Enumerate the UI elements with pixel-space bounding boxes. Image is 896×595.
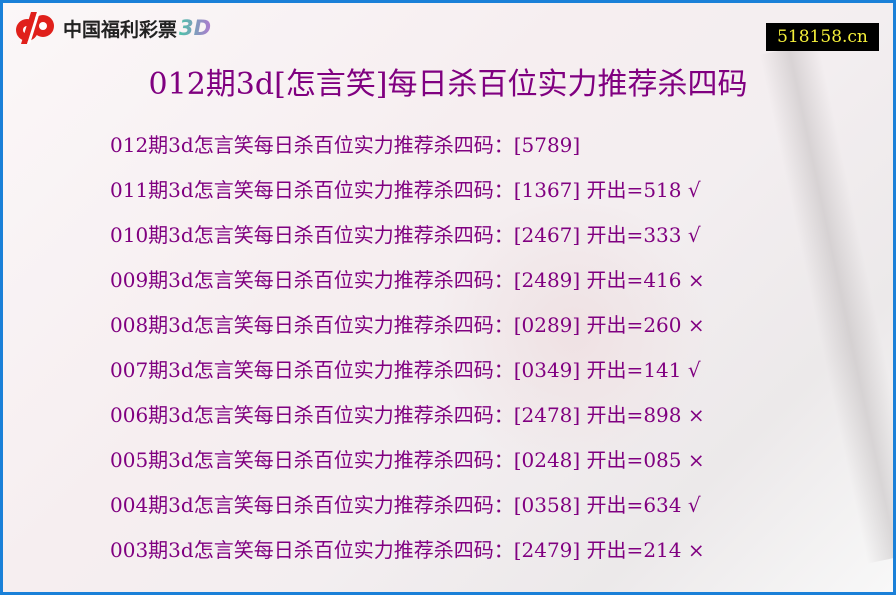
welfare-lottery-logo-icon <box>16 12 54 44</box>
lottery-logo: 中国福利彩票 3D <box>11 10 211 46</box>
list-item: 010期3d怎言笑每日杀百位实力推荐杀四码：[2467] 开出=333 √ <box>110 223 701 247</box>
list-item: 011期3d怎言笑每日杀百位实力推荐杀四码：[1367] 开出=518 √ <box>110 178 701 202</box>
list-item: 007期3d怎言笑每日杀百位实力推荐杀四码：[0349] 开出=141 √ <box>110 358 701 382</box>
background-decoration <box>423 203 723 463</box>
list-item: 003期3d怎言笑每日杀百位实力推荐杀四码：[2479] 开出=214 × <box>110 538 705 562</box>
list-item: 008期3d怎言笑每日杀百位实力推荐杀四码：[0289] 开出=260 × <box>110 313 705 337</box>
list-item: 004期3d怎言笑每日杀百位实力推荐杀四码：[0358] 开出=634 √ <box>110 493 701 517</box>
logo-3d: 3D <box>179 16 212 40</box>
logo-text: 中国福利彩票 <box>63 18 178 41</box>
list-item: 012期3d怎言笑每日杀百位实力推荐杀四码：[5789] <box>110 133 581 157</box>
list-item: 009期3d怎言笑每日杀百位实力推荐杀四码：[2489] 开出=416 × <box>110 268 705 292</box>
list-item: 006期3d怎言笑每日杀百位实力推荐杀四码：[2478] 开出=898 × <box>110 403 705 427</box>
page-title: 012期3d[怎言笑]每日杀百位实力推荐杀四码 <box>148 67 748 102</box>
list-item: 005期3d怎言笑每日杀百位实力推荐杀四码：[0248] 开出=085 × <box>110 448 705 472</box>
site-badge: 518158.cn <box>766 23 879 51</box>
prediction-list: 012期3d怎言笑每日杀百位实力推荐杀四码：[5789] 011期3d怎言笑每日… <box>110 130 705 580</box>
background-decoration <box>759 42 893 564</box>
